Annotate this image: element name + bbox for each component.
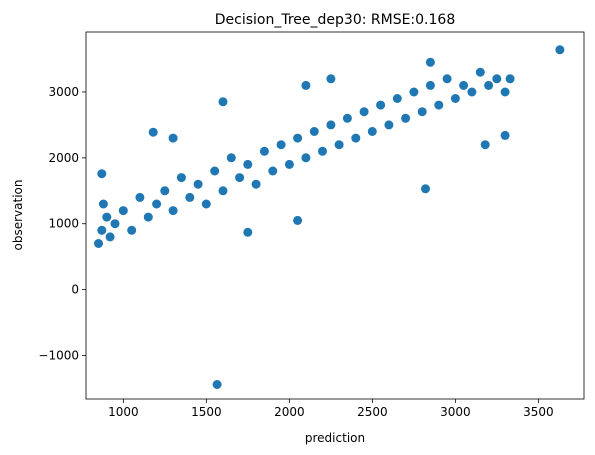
data-point <box>334 140 344 150</box>
data-point <box>442 74 452 84</box>
data-point <box>110 219 120 229</box>
data-point <box>492 74 502 84</box>
data-point <box>268 166 278 176</box>
data-point <box>425 57 435 67</box>
data-point <box>276 140 286 150</box>
data-point <box>235 173 245 183</box>
data-point <box>143 212 153 222</box>
data-point <box>318 146 327 156</box>
y-tick-label: 2000 <box>48 151 79 165</box>
data-point <box>367 127 377 136</box>
y-tick-label: 3000 <box>48 85 79 99</box>
data-point <box>218 186 228 196</box>
data-point <box>218 97 228 107</box>
data-points <box>94 45 565 389</box>
data-point <box>212 380 222 389</box>
data-point <box>148 127 158 137</box>
data-point <box>351 133 361 143</box>
data-point <box>168 133 178 143</box>
x-axis-ticks: 1000 1500 2000 2500 3000 3500 <box>108 399 554 419</box>
data-point <box>342 113 352 123</box>
data-point <box>392 94 402 103</box>
x-tick-label: 2000 <box>274 405 305 419</box>
data-point <box>105 232 115 242</box>
data-point <box>359 107 369 117</box>
data-point <box>201 199 211 209</box>
data-point <box>226 153 236 163</box>
data-point <box>555 45 565 55</box>
data-point <box>301 153 311 163</box>
data-point <box>135 192 145 202</box>
data-point <box>450 94 460 103</box>
data-point <box>401 113 411 123</box>
data-point <box>168 206 178 216</box>
data-point <box>102 212 112 222</box>
data-point <box>467 87 477 97</box>
x-tick-label: 3500 <box>523 405 554 419</box>
data-point <box>293 133 303 143</box>
data-point <box>480 140 490 150</box>
data-point <box>97 225 107 235</box>
data-point <box>293 215 303 225</box>
x-axis-label: prediction <box>305 431 365 445</box>
y-tick-label: 0 <box>71 283 79 297</box>
y-axis-label: observation <box>11 180 25 251</box>
data-point <box>185 192 195 202</box>
x-tick-label: 1500 <box>191 405 222 419</box>
data-point <box>376 100 386 110</box>
data-point <box>326 74 336 84</box>
data-point <box>243 159 253 169</box>
data-point <box>127 225 137 235</box>
data-point <box>434 100 444 110</box>
data-point <box>98 199 108 209</box>
data-point <box>425 80 435 90</box>
data-point <box>259 146 269 156</box>
data-point <box>505 74 515 84</box>
data-point <box>118 206 128 216</box>
axes-frame <box>85 31 585 400</box>
data-point <box>475 67 485 77</box>
y-tick-label: 1000 <box>48 217 79 231</box>
data-point <box>326 120 336 130</box>
data-point <box>417 107 427 117</box>
data-point <box>500 87 510 97</box>
data-point <box>384 120 394 130</box>
data-point <box>176 173 186 183</box>
data-point <box>97 169 107 179</box>
data-point <box>500 130 510 140</box>
data-point <box>210 166 220 176</box>
y-tick-label: −1000 <box>38 349 79 363</box>
data-point <box>284 159 294 169</box>
x-tick-label: 1000 <box>108 405 139 419</box>
data-point <box>160 186 170 196</box>
data-point <box>94 239 103 248</box>
plot-background <box>86 32 584 399</box>
data-point <box>152 199 162 209</box>
data-point <box>484 80 494 90</box>
data-point <box>409 87 419 97</box>
data-point <box>251 179 261 189</box>
chart-title: Decision_Tree_dep30: RMSE:0.168 <box>215 12 455 28</box>
data-point <box>243 227 253 237</box>
x-tick-label: 3000 <box>440 405 471 419</box>
data-point <box>193 179 203 189</box>
data-point <box>421 184 430 194</box>
data-point <box>309 127 319 136</box>
y-axis-ticks: −1000 0 1000 2000 3000 <box>38 85 86 363</box>
data-point <box>459 80 469 90</box>
data-point <box>301 80 311 90</box>
x-tick-label: 2500 <box>357 405 388 419</box>
